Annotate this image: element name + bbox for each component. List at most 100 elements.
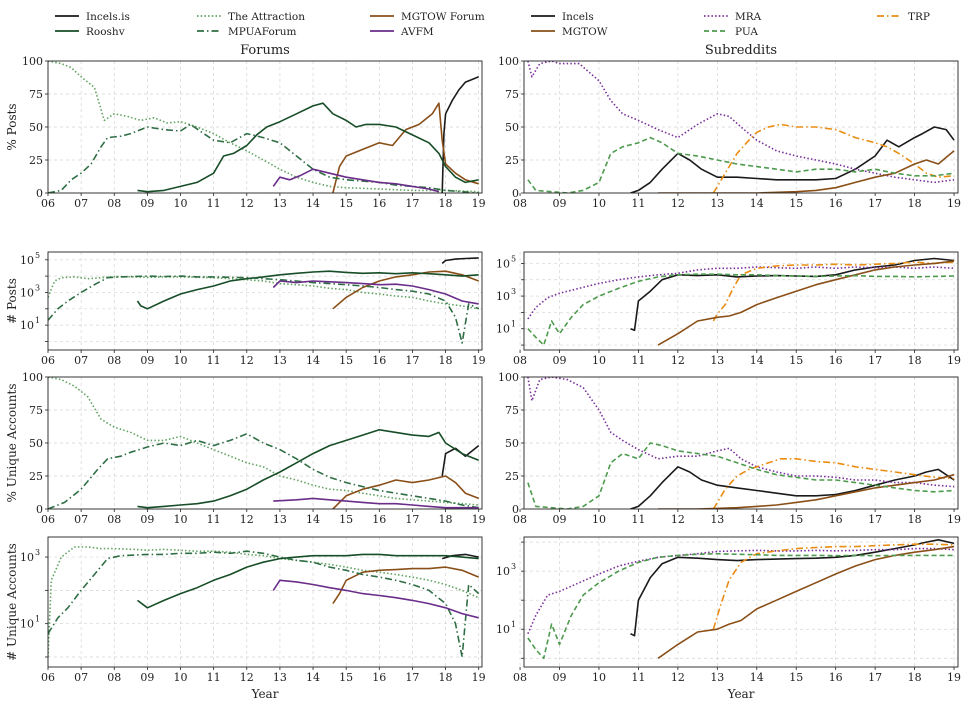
axes-frame [47, 60, 483, 194]
x-tick-label: 11 [631, 671, 645, 684]
x-tick-label: 08 [107, 671, 121, 684]
y-tick-label: 50 [505, 437, 519, 450]
y-tick-label: 100 [22, 371, 43, 384]
series-line-trp [712, 123, 955, 193]
series-line-pua [527, 273, 955, 346]
series-line-mpuaforum [48, 275, 480, 344]
series-line-avfm [273, 497, 479, 509]
series-line-avfm [272, 280, 479, 305]
x-tick-label: 07 [74, 197, 88, 210]
series-line-incels [630, 257, 955, 332]
x-tick-label: 16 [829, 197, 843, 210]
y-tick-exponent: 3 [35, 548, 40, 557]
axes-frame [47, 536, 483, 668]
series-line-mpuaforum [48, 550, 480, 658]
x-tick-label: 06 [41, 354, 55, 367]
x-tick-label: 12 [671, 197, 685, 210]
x-tick-label: 14 [750, 513, 764, 526]
x-tick-label: 11 [631, 354, 645, 367]
y-tick-label: 75 [29, 88, 43, 101]
y-tick-exponent: 1 [35, 615, 40, 624]
series-line-pua [527, 136, 955, 193]
x-tick-label: 18 [908, 197, 922, 210]
x-tick-label: 14 [306, 513, 320, 526]
series-line-pua [527, 552, 955, 660]
x-tick-label: 19 [472, 354, 486, 367]
series-line-rooshv [137, 553, 479, 609]
x-tick-label: 16 [372, 197, 386, 210]
x-tick-label: 12 [671, 354, 685, 367]
series-line-incels-is [441, 553, 479, 560]
x-tick-label: 06 [41, 513, 55, 526]
series-line-mra [527, 266, 955, 320]
x-tick-label: 09 [553, 354, 567, 367]
series-line-trp [712, 457, 955, 509]
x-tick-label: 13 [710, 513, 724, 526]
x-tick-label: 17 [405, 354, 419, 367]
series-line-rooshv [136, 270, 479, 310]
x-tick-label: 14 [306, 197, 320, 210]
x-tick-label: 10 [174, 197, 188, 210]
y-tick-label: 50 [29, 121, 43, 134]
legend-label: Incels [562, 11, 594, 23]
series-line-pua [527, 442, 955, 509]
series-line-mgtow-forum [332, 475, 479, 509]
x-tick-label: 07 [74, 513, 88, 526]
chart-panels: 06 07 08 09 10 11 12 13 14 15 16 17 18 190255075100% … [5, 55, 961, 684]
y-tick-label: 10 [20, 254, 34, 267]
x-tick-label: 18 [439, 513, 453, 526]
x-tick-label: 12 [240, 671, 254, 684]
axes-frame [47, 251, 483, 351]
x-tick-label: 14 [750, 197, 764, 210]
x-tick-label: 14 [306, 671, 320, 684]
panel-subs_pct_posts: 08 09 10 11 12 13 14 15 16 17 18 19 0 25 50 75 100 [498, 55, 961, 210]
legend-label: MGTOW [562, 26, 608, 38]
x-tick-label: 07 [74, 354, 88, 367]
x-tick-label: 10 [174, 513, 188, 526]
series-line-mgtow-forum [332, 270, 479, 310]
y-tick-exponent: 3 [511, 287, 516, 296]
y-tick-label: 0 [36, 503, 43, 516]
series-line-trp [712, 261, 955, 322]
y-tick-exponent: 5 [35, 251, 40, 260]
y-tick-label: 10 [496, 257, 510, 270]
subreddits-legend: Incels MRA TRP MGTOW PUA [531, 11, 930, 38]
x-tick-label: 08 [513, 671, 527, 684]
legend-label: TRP [908, 11, 930, 23]
y-tick-label: 50 [505, 121, 519, 134]
x-tick-label: 08 [513, 354, 527, 367]
x-tick-label: 18 [908, 354, 922, 367]
series-line-rooshv [137, 428, 479, 509]
axes-frame [47, 376, 483, 510]
y-tick-exponent: 3 [511, 562, 516, 571]
series-line-the-attraction [48, 275, 479, 310]
x-tick-label: 09 [140, 197, 154, 210]
x-tick-label: 06 [41, 197, 55, 210]
x-tick-label: 19 [947, 671, 961, 684]
series-line-mgtow [657, 545, 955, 659]
y-tick-exponent: 1 [35, 316, 40, 325]
panel-forums_pct_users: 06 07 08 09 10 11 12 13 14 15 16 17 18 19 0 25 50 75 100% … [5, 371, 486, 526]
y-tick-label: 10 [20, 551, 34, 564]
series-line-mgtow [658, 473, 955, 509]
y-tick-label: 10 [496, 323, 510, 336]
x-tick-label: 16 [372, 354, 386, 367]
x-tick-label: 17 [405, 671, 419, 684]
x-tick-label: 06 [41, 671, 55, 684]
series-line-incels [630, 126, 955, 193]
y-tick-exponent: 3 [35, 283, 40, 292]
x-tick-label: 11 [207, 671, 221, 684]
y-tick-label: 0 [512, 187, 519, 200]
x-tick-label: 11 [631, 513, 645, 526]
x-tick-label: 15 [339, 197, 353, 210]
x-tick-label: 13 [710, 671, 724, 684]
x-tick-label: 11 [207, 513, 221, 526]
axes-frame [523, 536, 959, 668]
x-tick-label: 18 [908, 671, 922, 684]
axes-frame [523, 376, 959, 510]
x-tick-label: 15 [789, 513, 803, 526]
